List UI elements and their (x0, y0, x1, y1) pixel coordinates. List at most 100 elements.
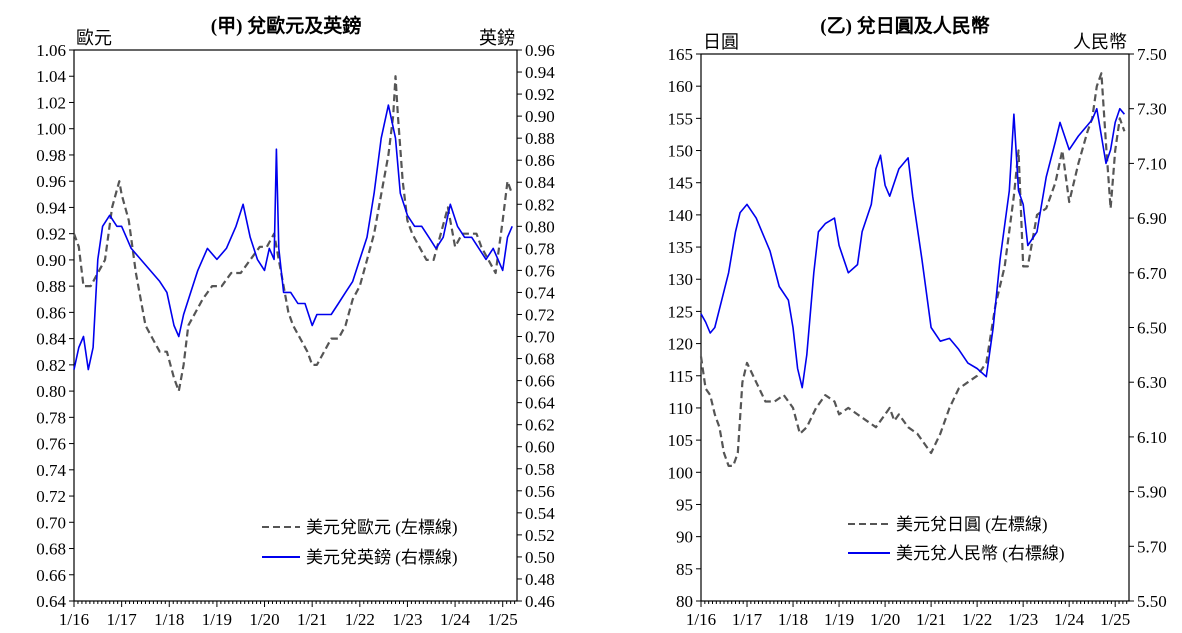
right-tick-label: 0.88 (525, 129, 555, 148)
left-tick-label: 0.68 (36, 540, 66, 559)
left-tick-label: 115 (668, 367, 693, 386)
right-tick-label: 0.84 (525, 173, 555, 192)
x-tick-label: 1/19 (202, 610, 232, 628)
series-line-left (699, 72, 1126, 467)
legend-label: 美元兌英鎊 (右標線) (306, 548, 458, 567)
left-tick-label: 125 (668, 302, 694, 321)
left-tick-label: 0.96 (36, 172, 66, 191)
left-tick-label: 155 (668, 109, 694, 128)
right-tick-label: 0.86 (525, 151, 555, 170)
right-axis-label: 人民幣 (1073, 32, 1127, 52)
right-tick-label: 0.90 (525, 107, 555, 126)
left-tick-label: 85 (676, 560, 693, 579)
x-tick-label: 1/24 (440, 610, 471, 628)
left-tick-label: 0.64 (36, 592, 66, 611)
series-line-left (72, 75, 514, 393)
right-tick-label: 0.60 (525, 438, 555, 457)
left-tick-label: 0.76 (36, 435, 66, 454)
left-tick-label: 0.90 (36, 251, 66, 270)
right-tick-label: 0.58 (525, 460, 555, 479)
left-tick-label: 105 (668, 431, 694, 450)
series-line-right (73, 104, 513, 371)
left-tick-label: 0.78 (36, 408, 66, 427)
right-tick-label: 7.10 (1137, 154, 1167, 173)
left-tick-label: 160 (668, 77, 694, 96)
left-tick-label: 165 (668, 45, 694, 64)
right-tick-label: 0.72 (525, 305, 555, 324)
left-tick-label: 140 (668, 206, 694, 225)
left-tick-label: 95 (676, 495, 693, 514)
legend-label: 美元兌日圓 (左標線) (896, 515, 1048, 534)
chart-title: (甲) 兌歐元及英鎊 (211, 14, 361, 37)
x-tick-label: 1/18 (778, 610, 808, 628)
right-tick-label: 0.82 (525, 195, 555, 214)
x-tick-label: 1/24 (1054, 610, 1085, 628)
right-tick-label: 0.74 (525, 283, 555, 302)
left-tick-label: 145 (668, 174, 694, 193)
right-tick-label: 5.90 (1137, 483, 1167, 502)
right-tick-label: 0.92 (525, 85, 555, 104)
left-tick-label: 0.80 (36, 382, 66, 401)
right-tick-label: 0.54 (525, 504, 555, 523)
left-tick-label: 0.94 (36, 198, 66, 217)
right-tick-label: 0.94 (525, 63, 555, 82)
left-tick-label: 0.82 (36, 356, 66, 375)
left-tick-label: 90 (676, 528, 693, 547)
right-tick-label: 0.52 (525, 526, 555, 545)
left-tick-label: 0.70 (36, 513, 66, 532)
right-tick-label: 5.70 (1137, 537, 1167, 556)
right-tick-label: 0.50 (525, 548, 555, 567)
x-tick-label: 1/20 (870, 610, 900, 628)
right-tick-label: 0.64 (525, 394, 555, 413)
left-tick-label: 0.66 (36, 566, 66, 585)
right-tick-label: 7.50 (1137, 45, 1167, 64)
left-tick-label: 1.00 (36, 120, 66, 139)
left-tick-label: 0.88 (36, 277, 66, 296)
left-axis-label: 日圓 (703, 32, 739, 52)
right-tick-label: 0.76 (525, 261, 555, 280)
right-tick-label: 0.78 (525, 239, 555, 258)
left-tick-label: 110 (668, 399, 693, 418)
x-tick-label: 1/19 (824, 610, 854, 628)
left-tick-label: 1.04 (36, 67, 66, 86)
chart-title: (乙) 兌日圓及人民幣 (820, 15, 989, 37)
left-tick-label: 0.92 (36, 225, 66, 244)
right-tick-label: 5.50 (1137, 592, 1167, 611)
x-tick-label: 1/22 (345, 610, 375, 628)
left-tick-label: 0.74 (36, 461, 66, 480)
x-tick-label: 1/18 (154, 610, 184, 628)
right-tick-label: 0.70 (525, 328, 555, 347)
x-tick-label: 1/23 (1008, 610, 1038, 628)
right-tick-label: 0.66 (525, 372, 555, 391)
left-tick-label: 0.84 (36, 330, 66, 349)
right-tick-label: 0.96 (525, 41, 555, 60)
right-tick-label: 6.50 (1137, 319, 1167, 338)
right-tick-label: 6.70 (1137, 264, 1167, 283)
left-tick-label: 120 (668, 335, 694, 354)
left-tick-label: 1.06 (36, 41, 66, 60)
series-line-right (700, 107, 1126, 389)
x-tick-label: 1/25 (1100, 610, 1130, 628)
x-tick-label: 1/21 (297, 610, 327, 628)
right-tick-label: 0.62 (525, 416, 555, 435)
right-tick-label: 6.90 (1137, 209, 1167, 228)
left-tick-label: 0.72 (36, 487, 66, 506)
x-tick-label: 1/25 (488, 610, 518, 628)
right-tick-label: 0.48 (525, 570, 555, 589)
left-tick-label: 0.98 (36, 146, 66, 165)
legend-label: 美元兌人民幣 (右標線) (896, 544, 1065, 563)
left-tick-label: 1.02 (36, 93, 66, 112)
x-tick-label: 1/21 (916, 610, 946, 628)
plot-frame (73, 49, 518, 602)
right-axis-label: 英鎊 (479, 28, 515, 48)
right-tick-label: 0.80 (525, 217, 555, 236)
x-tick-label: 1/16 (686, 610, 716, 628)
left-axis-label: 歐元 (76, 28, 112, 48)
legend-label: 美元兌歐元 (左標線) (306, 518, 458, 537)
left-tick-label: 150 (668, 142, 694, 161)
right-tick-label: 6.30 (1137, 373, 1167, 392)
